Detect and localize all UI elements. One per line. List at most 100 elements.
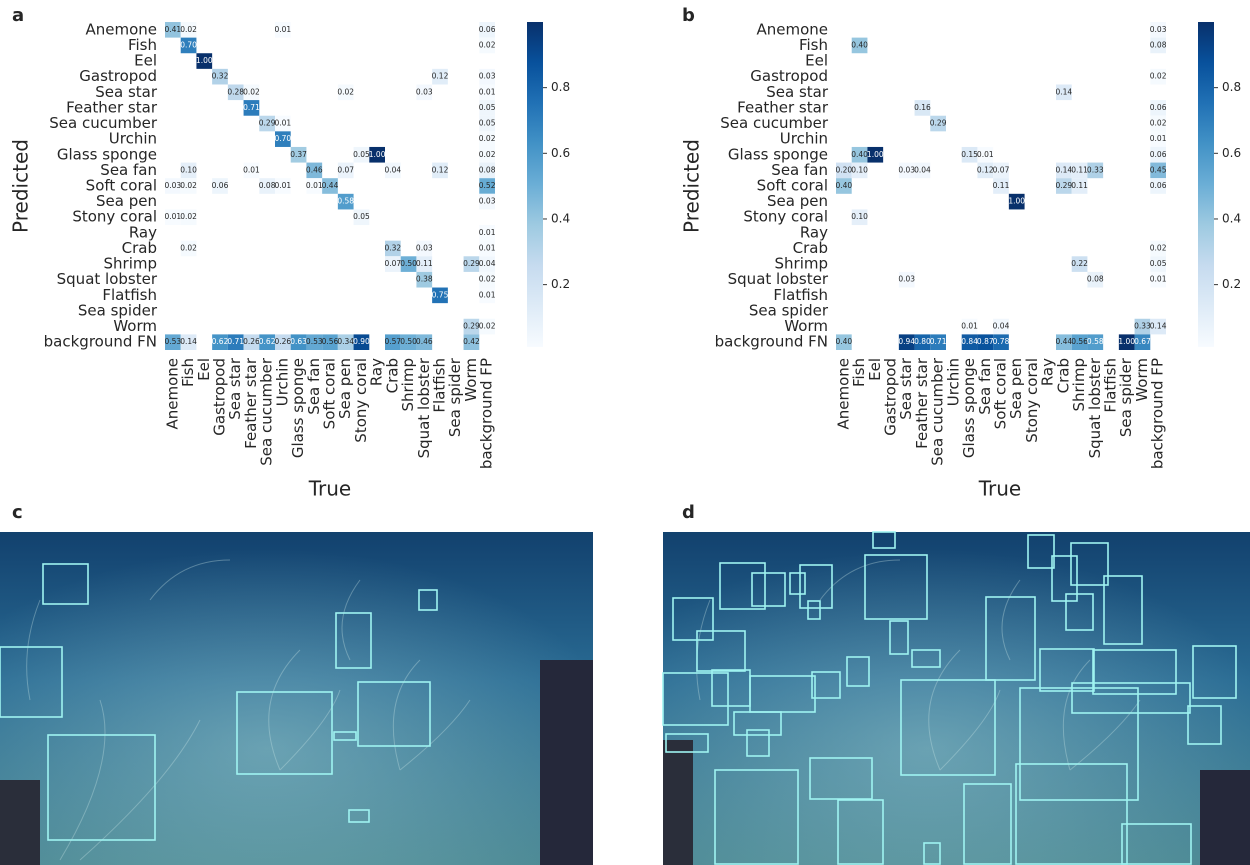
y-tick-label: Gastropod bbox=[750, 67, 828, 85]
cell-label: 0.02 bbox=[479, 275, 496, 284]
heatmap-cell bbox=[1150, 162, 1166, 179]
y-axis-title: Predicted bbox=[680, 139, 704, 233]
cell-label: 0.02 bbox=[243, 87, 260, 96]
colorbar-tick-label: 0.4 bbox=[551, 211, 570, 225]
heatmap-cell bbox=[914, 334, 931, 350]
y-tick-label: Feather star bbox=[66, 98, 158, 116]
x-tick-label: Sea star bbox=[226, 357, 244, 420]
cell-label: 0.15 bbox=[961, 150, 978, 159]
y-tick-label: Urchin bbox=[109, 130, 157, 148]
x-tick-label: Sea spider bbox=[1117, 357, 1135, 437]
x-tick-label: Feather star bbox=[913, 357, 931, 449]
heatmap-cell bbox=[416, 240, 433, 257]
cell-label: 0.29 bbox=[463, 259, 480, 268]
y-tick-label: Fish bbox=[128, 36, 157, 54]
cell-label: 0.01 bbox=[961, 322, 978, 331]
cell-label: 0.02 bbox=[337, 87, 354, 96]
cell-label: 0.07 bbox=[993, 165, 1010, 174]
heatmap-cell bbox=[993, 334, 1009, 350]
x-tick-label: Fish bbox=[850, 358, 868, 387]
cell-label: 0.03 bbox=[165, 181, 182, 190]
heatmap-cell bbox=[275, 178, 291, 194]
x-tick-label: Sea pen bbox=[1007, 358, 1025, 419]
x-tick-label: Fish bbox=[179, 358, 197, 387]
cell-label: 0.53 bbox=[165, 337, 182, 346]
heatmap-cell bbox=[1071, 256, 1088, 272]
heatmap-cell bbox=[1087, 271, 1104, 288]
cell-label: 1.00 bbox=[1118, 337, 1135, 346]
heatmap-cell bbox=[914, 100, 931, 116]
cell-label: 0.04 bbox=[479, 259, 496, 268]
cell-label: 0.01 bbox=[306, 181, 323, 190]
x-tick-label: Worm bbox=[462, 358, 480, 402]
x-tick-label: Ray bbox=[1039, 358, 1057, 386]
heatmap-cell bbox=[385, 334, 401, 350]
heatmap-cell bbox=[275, 334, 291, 350]
cell-label: 0.56 bbox=[1071, 337, 1088, 346]
heatmap-cell bbox=[1056, 178, 1072, 194]
cell-label: 0.16 bbox=[914, 103, 931, 112]
y-tick-label: Worm bbox=[784, 317, 828, 335]
panel-letter: d bbox=[682, 502, 695, 523]
cell-label: 0.75 bbox=[432, 290, 449, 299]
photo-c bbox=[0, 532, 593, 865]
heatmap-cell bbox=[479, 193, 495, 210]
x-tick-label: Soft coral bbox=[992, 358, 1010, 429]
y-tick-label: Sea cucumber bbox=[720, 114, 829, 132]
cell-label: 0.05 bbox=[479, 119, 496, 128]
cell-label: 0.56 bbox=[322, 337, 339, 346]
cell-label: 0.67 bbox=[1134, 337, 1151, 346]
heatmap-cell bbox=[479, 271, 495, 288]
heatmap-cell bbox=[212, 178, 228, 194]
cell-label: 0.63 bbox=[290, 337, 307, 346]
cell-label: 1.00 bbox=[196, 56, 213, 65]
cell-label: 0.29 bbox=[259, 119, 276, 128]
x-tick-label: Sea fan bbox=[976, 358, 994, 415]
heatmap-cell bbox=[180, 240, 197, 257]
heatmap-cell bbox=[1150, 271, 1166, 288]
y-tick-label: Ray bbox=[800, 223, 828, 241]
y-tick-label: Squat lobster bbox=[57, 270, 158, 288]
x-tick-label: Stony coral bbox=[1023, 358, 1041, 443]
heatmap-cell bbox=[1134, 318, 1151, 335]
heatmap-cell bbox=[1150, 37, 1166, 54]
heatmap-cell bbox=[993, 318, 1009, 335]
x-tick-label: Sea fan bbox=[305, 358, 323, 415]
heatmap-cell bbox=[898, 271, 915, 288]
cell-label: 0.20 bbox=[836, 165, 853, 174]
heatmap-cell bbox=[1071, 334, 1088, 350]
y-axis-title: Predicted bbox=[9, 139, 33, 233]
heatmap-cell bbox=[196, 53, 213, 69]
cell-label: 0.07 bbox=[385, 259, 402, 268]
heatmap-cell bbox=[930, 334, 946, 350]
y-tick-label: Sea fan bbox=[100, 161, 157, 179]
heatmap-cell bbox=[227, 334, 244, 350]
colorbar-tick-label: 0.4 bbox=[1222, 211, 1241, 225]
x-axis-title: True bbox=[978, 477, 1021, 501]
heatmap-cell bbox=[416, 271, 433, 288]
cell-label: 0.08 bbox=[259, 181, 276, 190]
cell-label: 1.00 bbox=[369, 150, 386, 159]
cell-label: 0.14 bbox=[1056, 87, 1073, 96]
cell-label: 0.02 bbox=[479, 150, 496, 159]
y-tick-label: Flatfish bbox=[102, 286, 157, 304]
cell-label: 0.70 bbox=[275, 134, 292, 143]
cell-label: 0.01 bbox=[243, 165, 260, 174]
cell-label: 0.05 bbox=[1150, 259, 1167, 268]
heatmap-cell bbox=[416, 334, 433, 350]
y-tick-label: Urchin bbox=[780, 130, 828, 148]
x-tick-label: Glass sponge bbox=[289, 358, 307, 458]
heatmap-cell bbox=[259, 334, 275, 350]
cell-label: 0.08 bbox=[479, 165, 496, 174]
x-tick-label: Urchin bbox=[273, 358, 291, 406]
heatmap-cell bbox=[1071, 162, 1088, 179]
cell-label: 0.45 bbox=[1150, 165, 1167, 174]
cell-label: 0.11 bbox=[993, 181, 1010, 190]
cell-label: 0.02 bbox=[479, 134, 496, 143]
cell-label: 0.90 bbox=[353, 337, 370, 346]
heatmap-cell bbox=[1087, 334, 1104, 350]
cell-label: 0.40 bbox=[851, 40, 868, 49]
x-tick-label: Gastropod bbox=[882, 358, 900, 436]
heatmap-cell bbox=[322, 178, 338, 194]
heatmap-cell bbox=[165, 22, 181, 38]
